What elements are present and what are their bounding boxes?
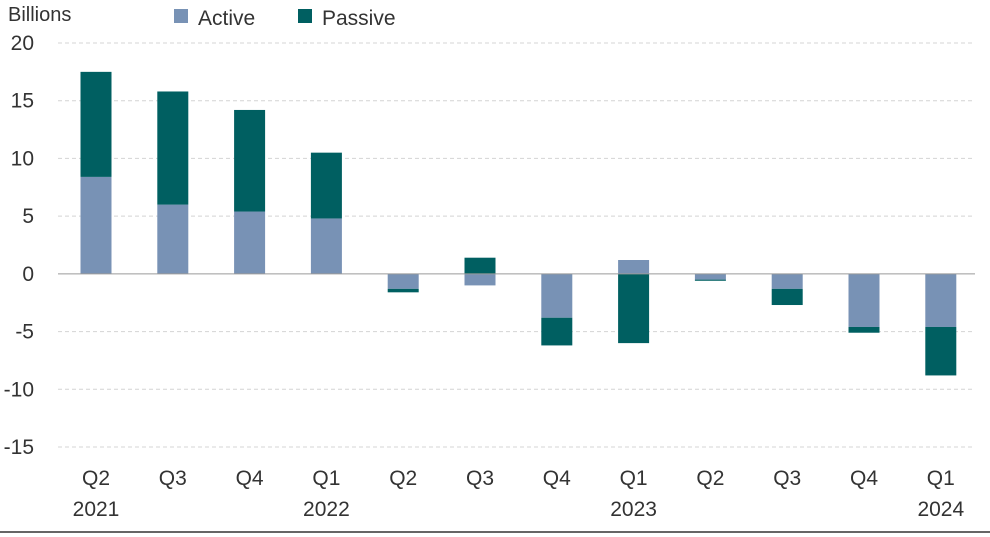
y-tick-label: -15 bbox=[4, 436, 34, 459]
bar-active bbox=[618, 260, 650, 274]
axes bbox=[0, 273, 990, 533]
legend-swatch-passive bbox=[298, 9, 312, 23]
bar-passive bbox=[925, 326, 957, 376]
bar-active bbox=[848, 273, 880, 327]
x-tick-year-label: 2024 bbox=[917, 498, 964, 521]
x-tick-year-label: 2023 bbox=[610, 498, 657, 521]
bar-passive bbox=[310, 152, 342, 219]
bar-passive bbox=[771, 288, 803, 306]
bar-passive bbox=[848, 326, 880, 333]
bar-active bbox=[310, 218, 342, 274]
x-tick-label: Q1 bbox=[312, 467, 340, 490]
x-tick-label: Q1 bbox=[927, 467, 955, 490]
bar-active bbox=[925, 273, 957, 327]
bar-passive bbox=[234, 109, 266, 212]
legend-label-passive: Passive bbox=[322, 7, 396, 30]
bar-active bbox=[694, 273, 726, 280]
x-tick-year-label: 2021 bbox=[73, 498, 120, 521]
bar-passive bbox=[464, 257, 496, 274]
x-tick-label: Q3 bbox=[159, 467, 187, 490]
x-tick-label: Q3 bbox=[466, 467, 494, 490]
x-tick-label: Q2 bbox=[82, 467, 110, 490]
bar-active bbox=[80, 176, 112, 274]
x-tick-label: Q2 bbox=[696, 467, 724, 490]
legend-label-active: Active bbox=[198, 7, 255, 30]
bar-passive bbox=[157, 91, 189, 205]
bar-active bbox=[541, 273, 573, 318]
y-axis-unit-label: Billions bbox=[8, 4, 71, 26]
x-tick-label: Q4 bbox=[236, 467, 264, 490]
y-tick-label: 20 bbox=[11, 32, 34, 55]
bar-active bbox=[234, 211, 266, 274]
x-tick-year-label: 2022 bbox=[303, 498, 350, 521]
x-tick-label: Q1 bbox=[620, 467, 648, 490]
y-tick-label: 5 bbox=[22, 205, 34, 228]
bar-active bbox=[771, 273, 803, 289]
bar-passive bbox=[80, 71, 112, 177]
bar-passive bbox=[618, 273, 650, 344]
y-tick-labels: 20 15 10 5 0 -5 -10 -15 bbox=[4, 32, 34, 459]
y-tick-label: -10 bbox=[4, 378, 34, 401]
bar-passive bbox=[694, 279, 726, 281]
bar-active bbox=[464, 273, 496, 286]
x-tick-label: Q3 bbox=[773, 467, 801, 490]
bars bbox=[80, 71, 957, 376]
x-tick-labels: Q2 2021 Q3 Q4 Q1 2022 Q2 Q3 Q4 Q1 2023 Q2 Q3 Q4 Q1 2024 bbox=[73, 467, 965, 521]
y-tick-label: -5 bbox=[15, 321, 34, 344]
y-tick-label: 0 bbox=[22, 263, 34, 286]
grid-lines bbox=[58, 42, 975, 448]
x-tick-label: Q4 bbox=[543, 467, 571, 490]
x-tick-label: Q2 bbox=[389, 467, 417, 490]
legend-swatch-active bbox=[174, 9, 188, 23]
x-tick-label: Q4 bbox=[850, 467, 878, 490]
y-tick-label: 15 bbox=[11, 90, 34, 113]
legend: Active Passive bbox=[174, 7, 396, 30]
bar-active bbox=[387, 273, 419, 289]
bar-active bbox=[157, 204, 189, 274]
bar-passive bbox=[541, 317, 573, 346]
y-tick-label: 10 bbox=[11, 147, 34, 170]
bar-passive bbox=[387, 288, 419, 293]
